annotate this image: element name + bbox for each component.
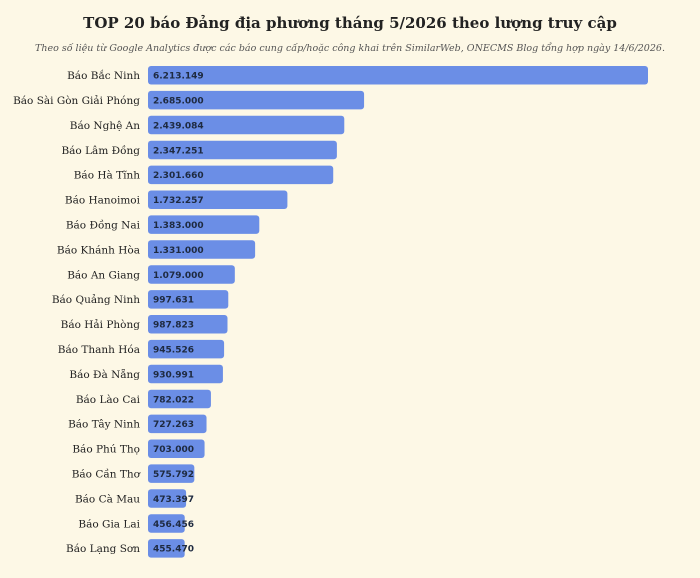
category-label: Báo Khánh Hòa xyxy=(57,244,140,256)
bar xyxy=(148,364,223,384)
value-label: 1.079.000 xyxy=(153,271,204,281)
chart-title: TOP 20 báo Đảng địa phương tháng 5/2026 … xyxy=(83,14,617,32)
value-label: 2.439.084 xyxy=(153,121,204,131)
category-label: Báo Tây Ninh xyxy=(68,419,140,431)
value-label: 473.397 xyxy=(153,495,194,505)
category-label: Báo Cần Thơ xyxy=(72,467,141,480)
bar xyxy=(148,140,337,160)
value-label: 1.331.000 xyxy=(153,246,204,256)
bar xyxy=(148,539,185,558)
value-label: 945.526 xyxy=(153,345,194,355)
category-label: Báo Sài Gòn Giải Phóng xyxy=(13,94,140,107)
bar xyxy=(148,414,207,434)
value-label: 2.347.251 xyxy=(153,146,204,156)
category-label: Báo Quảng Ninh xyxy=(52,293,140,306)
value-label: 455.470 xyxy=(153,545,194,555)
value-label: 997.631 xyxy=(153,296,194,306)
bar xyxy=(148,439,205,458)
category-label: Báo Gia Lai xyxy=(78,518,140,530)
category-label: Báo Thanh Hóa xyxy=(58,344,140,356)
category-label: Báo Hanoimoi xyxy=(65,195,141,207)
bar xyxy=(148,215,260,234)
value-label: 2.685.000 xyxy=(153,96,204,106)
category-label: Báo Lâm Đồng xyxy=(61,144,140,157)
category-label: Báo An Giang xyxy=(67,269,140,281)
value-label: 1.383.000 xyxy=(153,221,204,231)
bar xyxy=(148,240,256,259)
category-label: Báo Phú Thọ xyxy=(72,444,140,456)
bar xyxy=(148,66,648,85)
category-label: Báo Lạng Sơn xyxy=(66,543,140,555)
bar xyxy=(148,464,195,483)
bar xyxy=(148,190,288,209)
value-label: 2.301.660 xyxy=(153,171,204,181)
bar xyxy=(148,90,365,110)
category-label: Báo Hà Tĩnh xyxy=(74,170,141,182)
bar xyxy=(148,165,334,185)
chart-subtitle: Theo số liệu từ Google Analytics được cá… xyxy=(35,43,665,54)
value-label: 456.456 xyxy=(153,520,194,530)
bar xyxy=(148,290,229,309)
value-label: 930.991 xyxy=(153,370,194,380)
category-label: Báo Đồng Nai xyxy=(66,218,141,231)
category-label: Báo Lào Cai xyxy=(76,394,141,406)
bar xyxy=(148,265,235,284)
bar xyxy=(148,389,211,409)
bar xyxy=(148,489,187,508)
value-label: 727.263 xyxy=(153,420,194,430)
category-label: Báo Hải Phòng xyxy=(61,318,141,331)
category-label: Báo Bắc Ninh xyxy=(67,69,140,82)
value-label: 6.213.149 xyxy=(153,72,204,82)
category-label: Báo Nghệ An xyxy=(70,120,140,132)
value-label: 575.792 xyxy=(153,470,194,480)
bar xyxy=(148,115,345,135)
value-label: 782.022 xyxy=(153,395,194,405)
bar xyxy=(148,315,228,334)
category-label: Báo Đà Nẵng xyxy=(69,368,140,381)
bar xyxy=(148,514,185,533)
bar xyxy=(148,339,225,359)
value-label: 1.732.257 xyxy=(153,196,204,206)
value-label: 703.000 xyxy=(153,445,194,455)
category-label: Báo Cà Mau xyxy=(75,493,140,505)
value-label: 987.823 xyxy=(153,321,194,331)
